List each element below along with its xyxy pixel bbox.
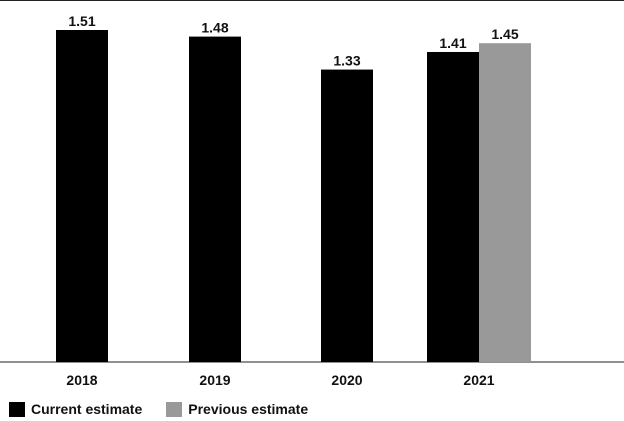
data-label-2020-current: 1.33: [333, 53, 360, 69]
data-label-2018-current: 1.51: [68, 13, 95, 29]
top-rule: [0, 0, 624, 1]
legend-label-current: Current estimate: [31, 401, 143, 417]
bar-2019-current: [189, 36, 241, 362]
x-tick-label-2019: 2019: [199, 372, 230, 388]
legend-label-previous: Previous estimate: [188, 401, 309, 417]
bar-2021-previous: [479, 43, 531, 363]
legend-item-current: Current estimate: [9, 401, 142, 417]
x-tick-label-2018: 2018: [66, 372, 97, 388]
x-tick-label-2020: 2020: [331, 372, 362, 388]
legend-swatch-current: [9, 401, 25, 417]
data-label-2021-previous: 1.45: [491, 26, 518, 42]
legend-swatch-previous: [166, 401, 183, 417]
bar-2018-current: [56, 30, 108, 362]
x-tick-label-2021: 2021: [463, 372, 494, 388]
data-label-2021-current: 1.41: [439, 35, 466, 51]
legend-item-previous: Previous estimate: [166, 401, 308, 417]
legend: Current estimate Previous estimate: [9, 401, 332, 417]
data-label-2019-current: 1.48: [201, 20, 228, 36]
bar-2020-current: [321, 69, 373, 362]
bar-2021-current: [427, 51, 479, 362]
